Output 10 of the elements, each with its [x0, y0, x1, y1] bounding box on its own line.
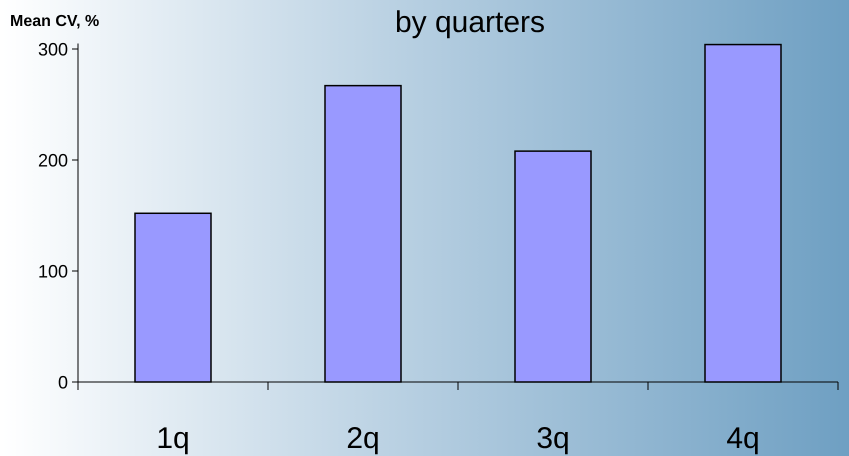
- y-tick-label: 300: [38, 39, 68, 60]
- y-axis-title: Mean CV, %: [10, 13, 100, 30]
- y-tick-label: 0: [58, 372, 68, 392]
- x-tick-label: 3q: [536, 422, 570, 455]
- x-tick-label: 4q: [726, 422, 760, 455]
- x-tick-label: 1q: [156, 422, 190, 455]
- chart-title: by quarters: [394, 6, 546, 39]
- x-tick-label: 2q: [346, 422, 380, 455]
- y-tick-label: 200: [38, 150, 68, 170]
- y-tick-label: 100: [38, 261, 68, 282]
